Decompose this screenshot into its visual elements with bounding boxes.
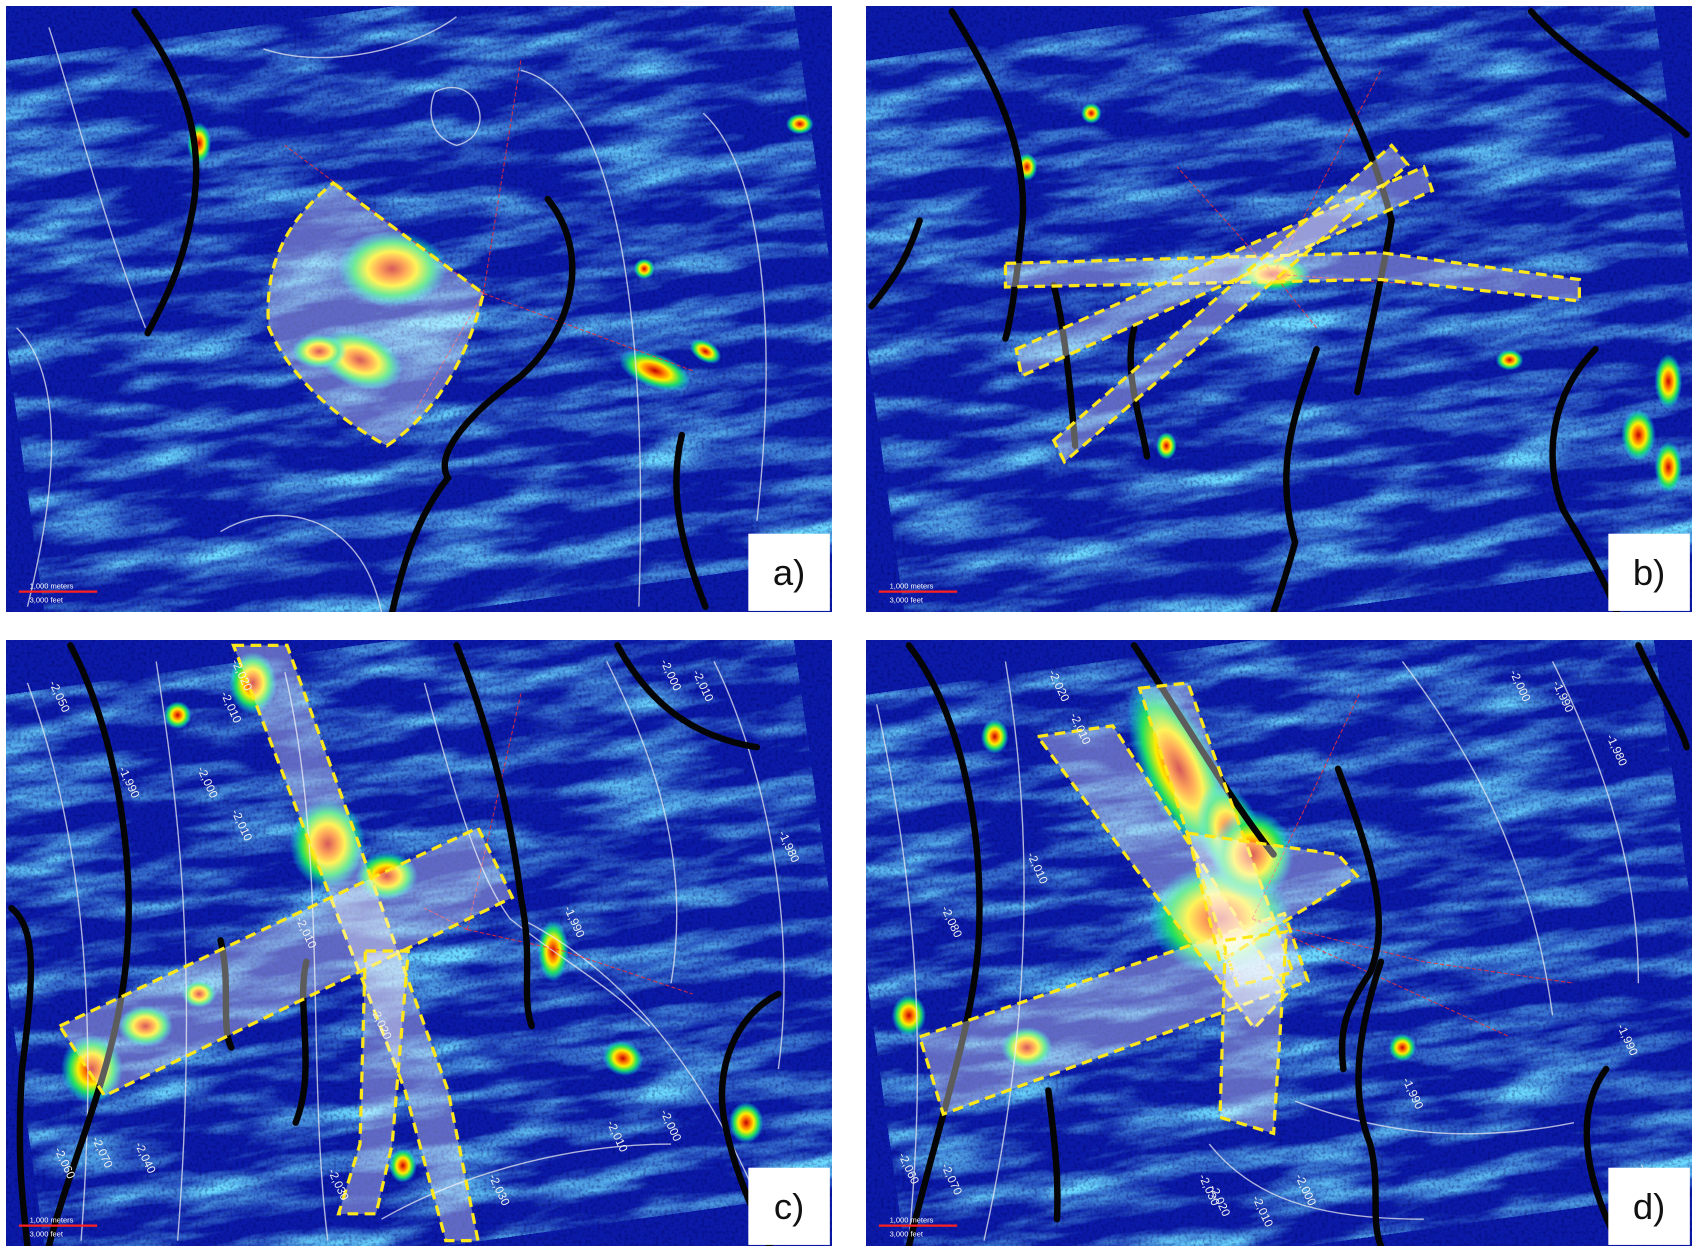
amplitude-hotspot bbox=[1496, 350, 1523, 371]
scale-bar-label: 1,000 meters bbox=[890, 1215, 934, 1224]
amplitude-hotspot bbox=[164, 701, 191, 728]
scale-bar-label: 1,000 meters bbox=[30, 581, 74, 590]
panel-label: c) bbox=[774, 1186, 804, 1227]
panel-a: 1,000 meters 3,000 feet a) bbox=[6, 6, 832, 612]
panel-label: a) bbox=[773, 552, 805, 593]
scale-bar-label: 3,000 feet bbox=[30, 1229, 64, 1238]
scale-bar-label: 3,000 feet bbox=[890, 595, 924, 604]
panel-d: -2,020-2,010-2,000-1,990-1,980-2,010-2,0… bbox=[866, 640, 1692, 1246]
amplitude-hotspot bbox=[1389, 1034, 1416, 1061]
panel-c: -2,020-2,010-2,000-2,010-2,000-1,990-2,0… bbox=[6, 640, 832, 1246]
amplitude-hotspot bbox=[981, 719, 1008, 753]
panel-label: b) bbox=[1633, 552, 1665, 593]
amplitude-hotspot bbox=[1081, 103, 1102, 124]
amplitude-hotspot bbox=[729, 1102, 763, 1143]
amplitude-hotspot bbox=[892, 995, 926, 1036]
scale-bar-label: 1,000 meters bbox=[30, 1215, 74, 1224]
figure: 1,000 meters 3,000 feet a) 1,000 meters 3,0… bbox=[0, 0, 1693, 1251]
amplitude-hotspot bbox=[1655, 354, 1682, 409]
panel-b: 1,000 meters 3,000 feet b) bbox=[866, 6, 1692, 612]
amplitude-hotspot bbox=[1156, 432, 1177, 459]
amplitude-hotspot bbox=[1655, 441, 1682, 492]
scale-bar-label: 3,000 feet bbox=[30, 595, 64, 604]
amplitude-hotspot bbox=[1621, 409, 1655, 460]
amplitude-hotspot bbox=[634, 258, 655, 279]
scale-bar-label: 3,000 feet bbox=[890, 1229, 924, 1238]
panel-label: d) bbox=[1633, 1186, 1665, 1227]
scale-bar-label: 1,000 meters bbox=[890, 581, 934, 590]
amplitude-hotspot bbox=[389, 1148, 416, 1182]
amplitude-hotspot bbox=[786, 114, 813, 135]
